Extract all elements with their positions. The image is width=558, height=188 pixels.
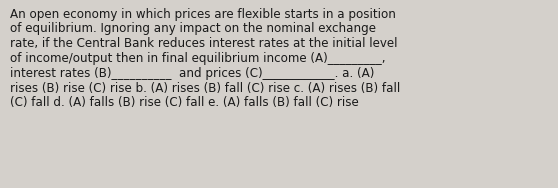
Text: An open economy in which prices are flexible starts in a position
of equilibrium: An open economy in which prices are flex… — [10, 8, 400, 109]
